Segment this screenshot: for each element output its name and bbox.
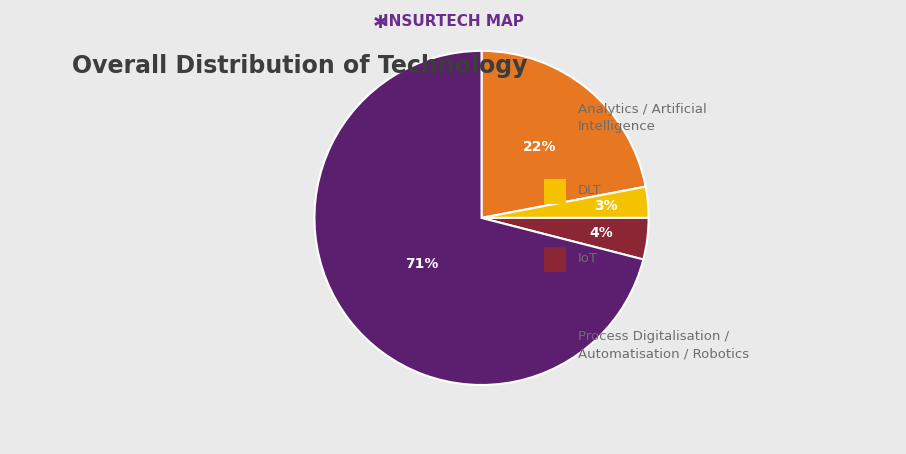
Text: Overall Distribution of Technology: Overall Distribution of Technology: [72, 54, 528, 79]
Text: 3%: 3%: [594, 199, 618, 213]
Text: Analytics / Artificial
Intelligence: Analytics / Artificial Intelligence: [578, 103, 707, 133]
Text: Process Digitalisation /
Automatisation / Robotics: Process Digitalisation / Automatisation …: [578, 330, 749, 360]
Text: ✱: ✱: [373, 14, 388, 32]
Text: 4%: 4%: [589, 226, 612, 240]
Text: INSURTECH MAP: INSURTECH MAP: [382, 14, 524, 29]
Text: DLT: DLT: [578, 184, 602, 197]
Text: IoT: IoT: [578, 252, 598, 265]
Wedge shape: [481, 51, 646, 218]
Wedge shape: [481, 218, 649, 260]
Wedge shape: [314, 51, 643, 385]
Text: 22%: 22%: [524, 140, 557, 154]
Wedge shape: [481, 187, 649, 218]
Text: 71%: 71%: [405, 257, 439, 271]
